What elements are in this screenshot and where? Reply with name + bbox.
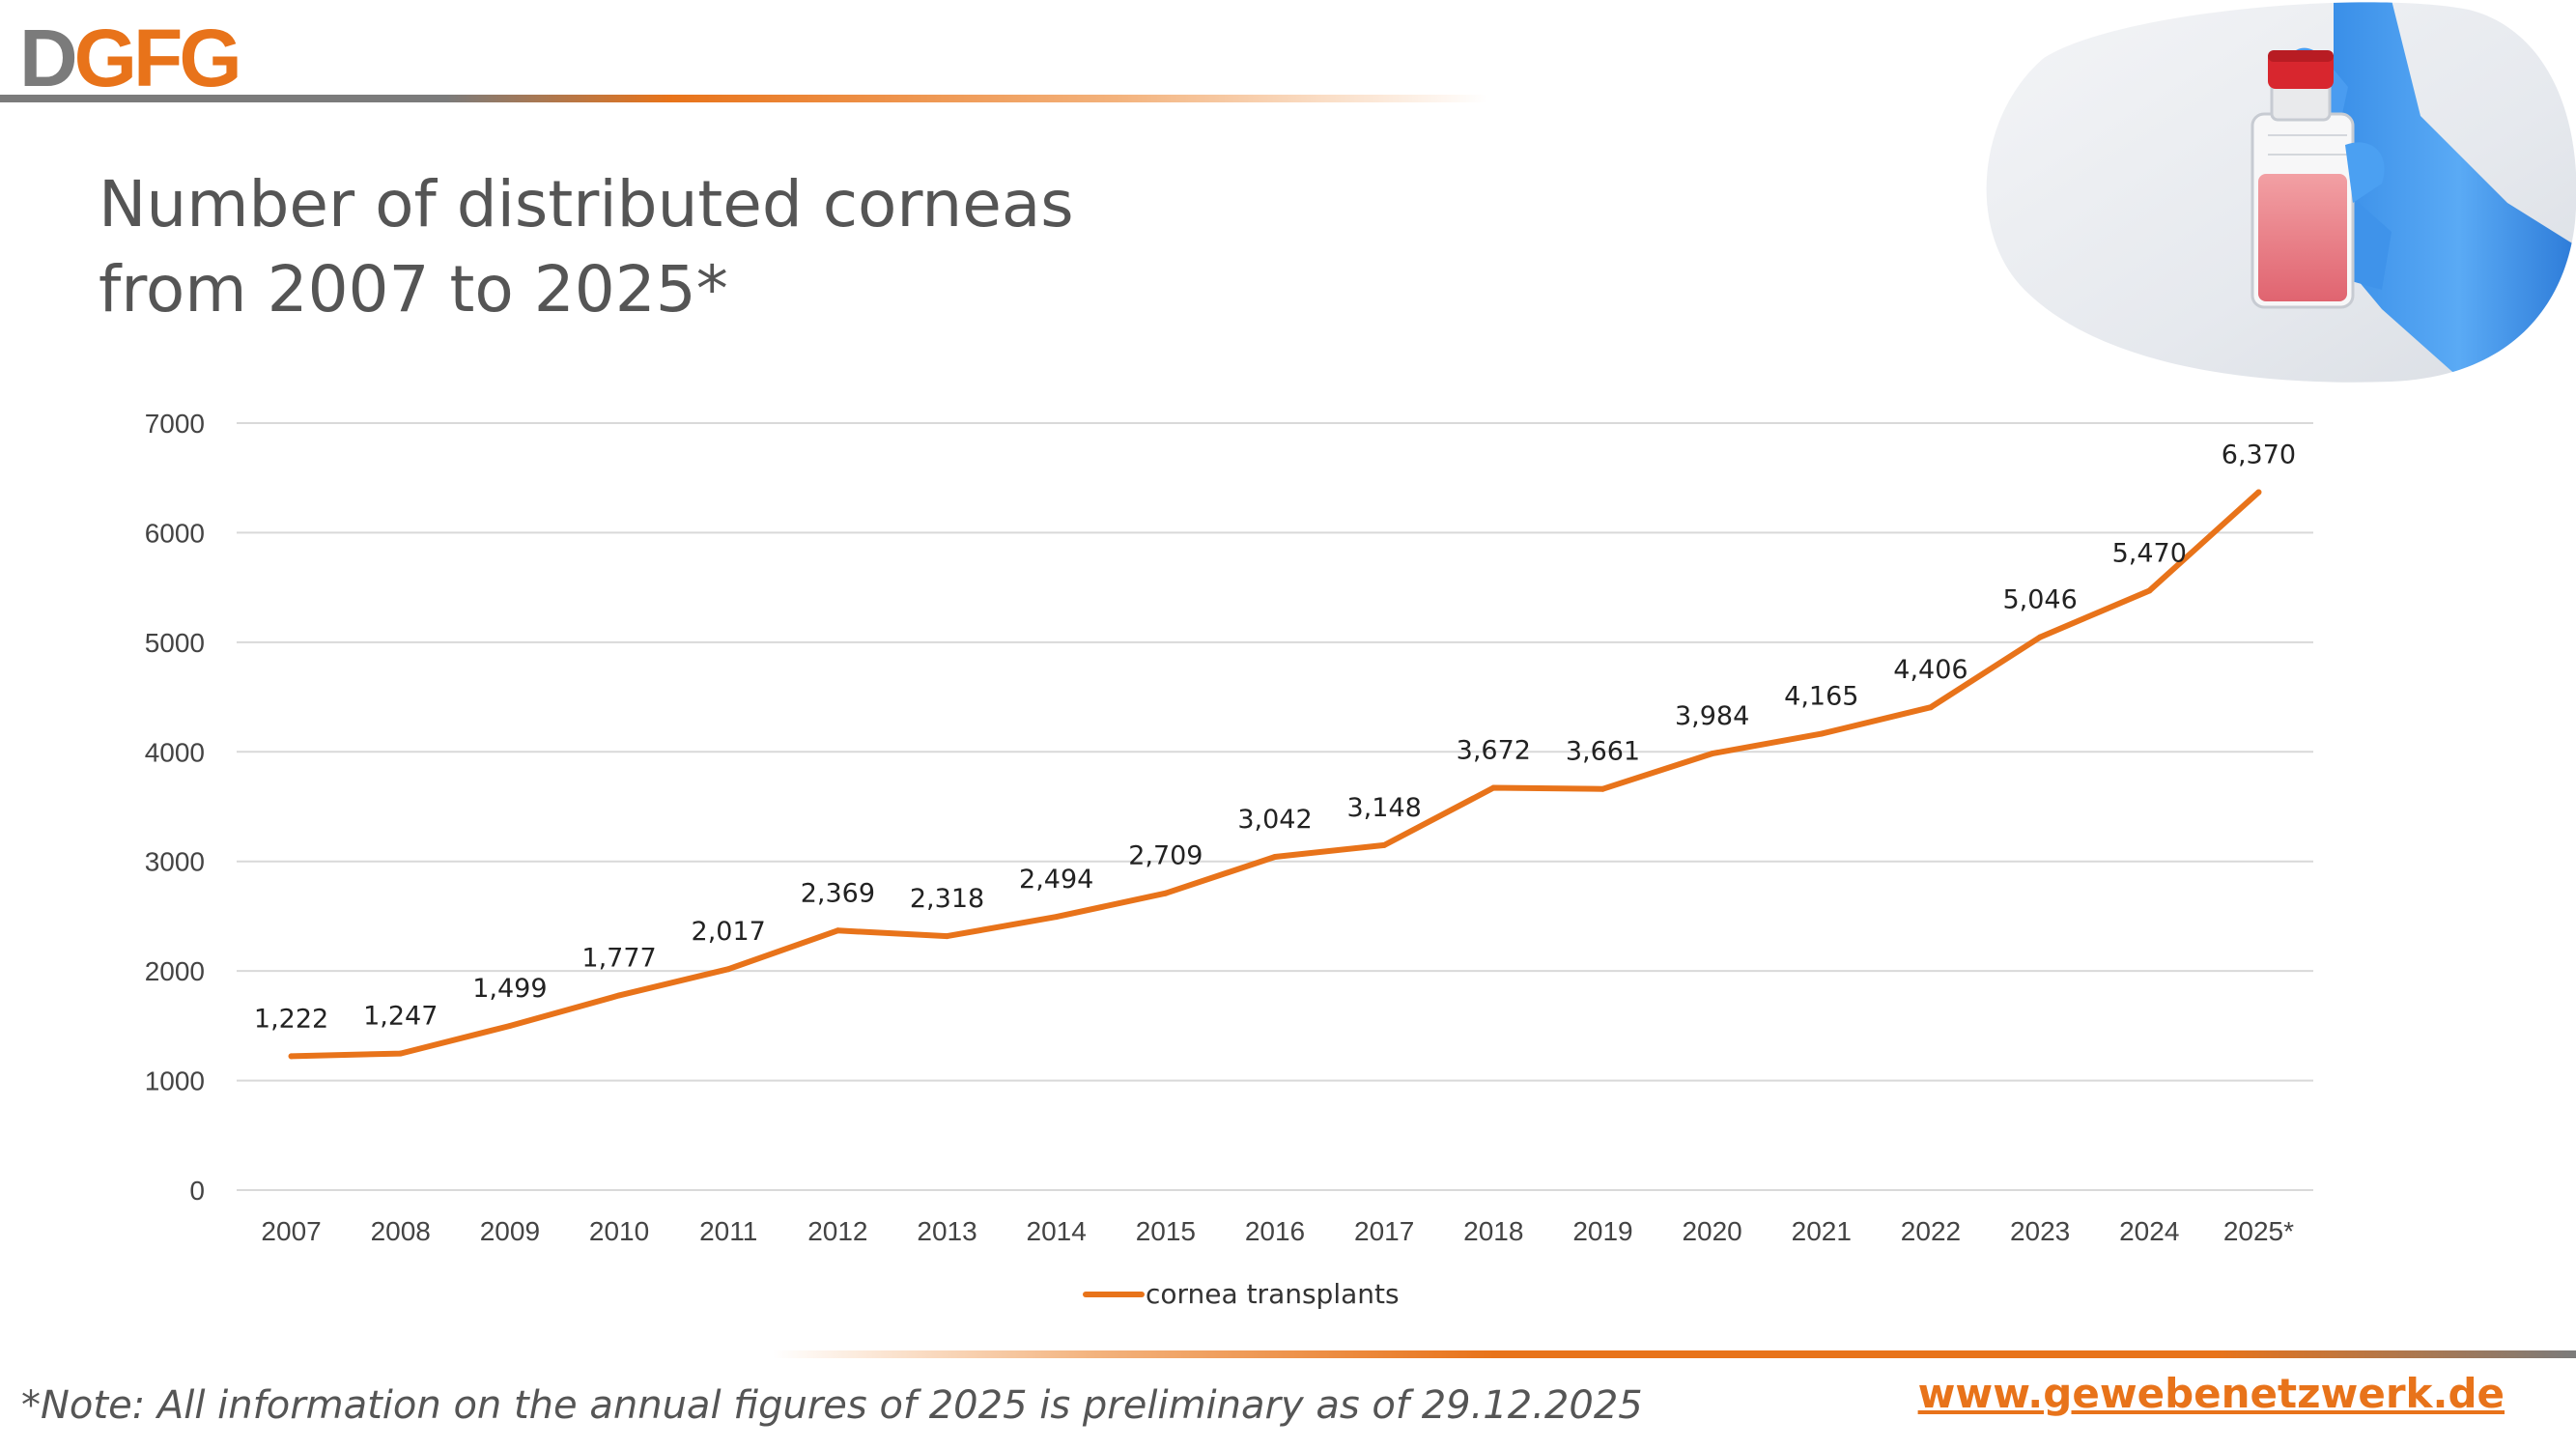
page-title-line-1: Number of distributed corneas [99,167,1074,242]
data-point [1272,853,1278,860]
data-label: 2,494 [1019,865,1093,895]
data-point [1490,784,1497,791]
data-point [1381,841,1388,848]
data-label: 3,042 [1237,805,1312,835]
y-axis-ticks: 0 1000 2000 3000 4000 5000 6000 7000 [145,409,205,1206]
x-tick-label: 2007 [261,1216,321,1246]
data-label: 2,709 [1128,841,1203,871]
y-tick-label: 0 [189,1176,205,1206]
footnote: *Note: All information on the annual fig… [21,1383,1643,1428]
x-tick-label: 2019 [1572,1216,1632,1246]
data-point [835,927,841,934]
x-tick-label: 2020 [1682,1216,1741,1246]
grid-lines [237,422,2313,1191]
y-tick-label: 1000 [145,1066,205,1096]
page-title-line-2: from 2007 to 2025* [99,252,728,327]
dgfg-logo: DGFG [19,17,242,99]
x-tick-label: 2018 [1463,1216,1523,1246]
data-point [616,992,623,999]
x-tick-label: 2009 [480,1216,540,1246]
x-tick-label: 2025* [2223,1216,2294,1246]
data-point [506,1022,513,1029]
data-label: 1,777 [581,943,656,973]
x-tick-label: 2011 [699,1216,757,1246]
legend-label: cornea transplants [1146,1278,1400,1310]
bottom-gradient-rule [773,1350,2576,1358]
data-point [944,933,950,940]
data-point [2037,634,2044,640]
data-point [288,1053,295,1060]
legend: cornea transplants [1083,1278,1400,1310]
data-point [1818,730,1825,737]
photo-illustration [1986,2,2576,383]
data-label: 3,672 [1457,735,1531,765]
data-point [397,1050,404,1057]
data-point [2146,587,2153,594]
logo-d: D [19,13,78,103]
x-tick-label: 2008 [371,1216,431,1246]
x-tick-label: 2012 [807,1216,867,1246]
gloved-hand-holding-flask-icon [1967,0,2576,386]
data-point [2255,489,2262,496]
top-gradient-rule [0,95,1487,102]
y-tick-label: 4000 [145,737,205,767]
data-point [1709,751,1715,757]
x-tick-label: 2015 [1136,1216,1196,1246]
y-tick-label: 2000 [145,956,205,986]
data-point [1162,890,1169,896]
data-label: 3,661 [1566,737,1640,767]
y-tick-label: 3000 [145,847,205,877]
logo-gfg: GFG [73,13,242,103]
x-tick-label: 2021 [1792,1216,1852,1246]
data-label: 5,470 [2112,539,2187,569]
data-label: 5,046 [2002,585,2077,615]
data-label: 1,222 [254,1004,328,1034]
data-label: 2,017 [692,917,766,947]
data-point [1927,704,1934,711]
x-tick-label: 2023 [2010,1216,2070,1246]
x-axis-ticks: 2007 2008 2009 2010 2011 2012 2013 2014 2015 2016… [261,1216,2294,1246]
x-tick-label: 2014 [1027,1216,1087,1246]
y-tick-label: 6000 [145,518,205,548]
x-tick-label: 2013 [917,1216,977,1246]
y-tick-label: 5000 [145,628,205,658]
x-tick-label: 2022 [1901,1216,1961,1246]
data-point [725,966,732,973]
series-lines [288,489,2262,1060]
data-label: 3,148 [1347,793,1422,823]
page-title: Number of distributed corneas from 2007 … [99,162,1547,332]
data-point [1053,914,1060,921]
data-label: 1,499 [472,974,547,1004]
data-label: 6,370 [2222,440,2296,469]
x-tick-label: 2016 [1245,1216,1305,1246]
data-label: 1,247 [363,1002,438,1032]
data-label: 3,984 [1675,701,1749,731]
y-tick-label: 7000 [145,409,205,439]
x-tick-label: 2017 [1354,1216,1414,1246]
data-label: 2,318 [910,884,984,914]
data-labels: 1,222 1,247 1,499 1,777 2,017 2,369 2,318 2,494… [254,440,2296,1034]
data-point [1599,785,1606,792]
data-label: 4,406 [1893,655,1967,685]
x-tick-label: 2024 [2119,1216,2179,1246]
website-link[interactable]: www.gewebenetzwerk.de [1917,1370,2505,1417]
data-label: 4,165 [1784,682,1858,712]
data-label: 2,369 [801,878,875,908]
x-tick-label: 2010 [589,1216,649,1246]
